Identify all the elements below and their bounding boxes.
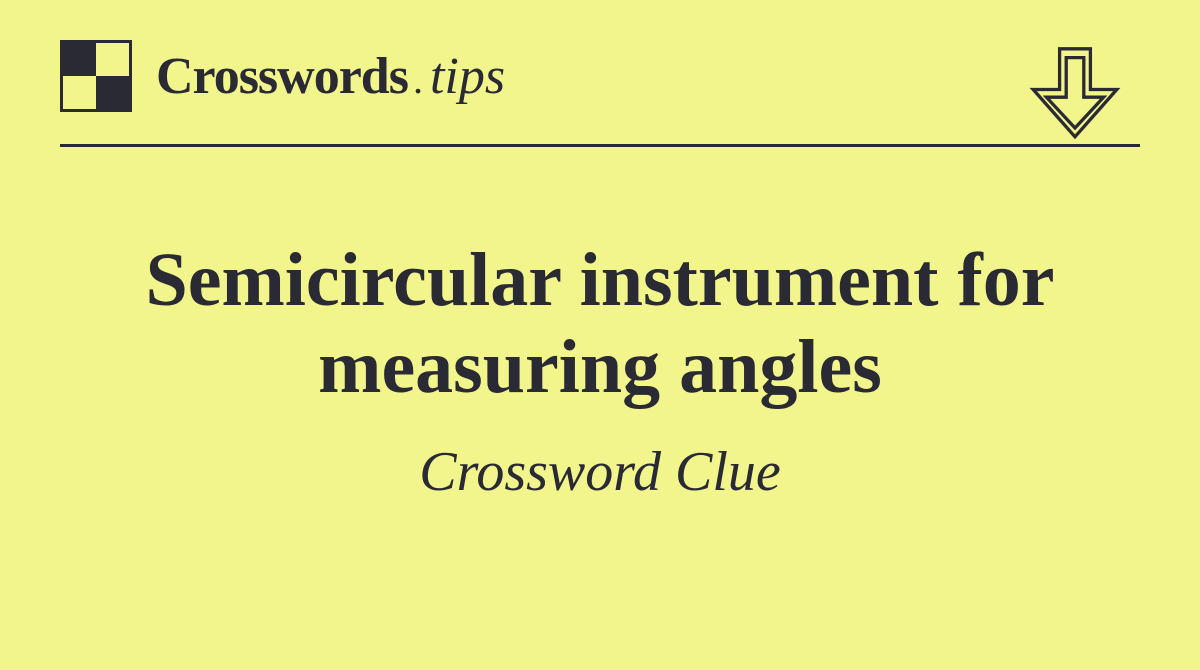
subtitle: Crossword Clue bbox=[40, 440, 1160, 504]
down-arrow-icon bbox=[1020, 40, 1130, 150]
logo-text: Crosswords . tips bbox=[156, 47, 505, 106]
logo-suffix: tips bbox=[430, 47, 505, 106]
logo-dot: . bbox=[414, 56, 424, 103]
header: Crosswords . tips bbox=[0, 0, 1200, 132]
clue-title: Semicircular instrument for measuring an… bbox=[40, 237, 1160, 412]
crossword-grid-icon bbox=[60, 40, 132, 112]
logo-word: Crosswords bbox=[156, 47, 408, 106]
main-content: Semicircular instrument for measuring an… bbox=[0, 147, 1200, 504]
logo: Crosswords . tips bbox=[60, 40, 505, 112]
